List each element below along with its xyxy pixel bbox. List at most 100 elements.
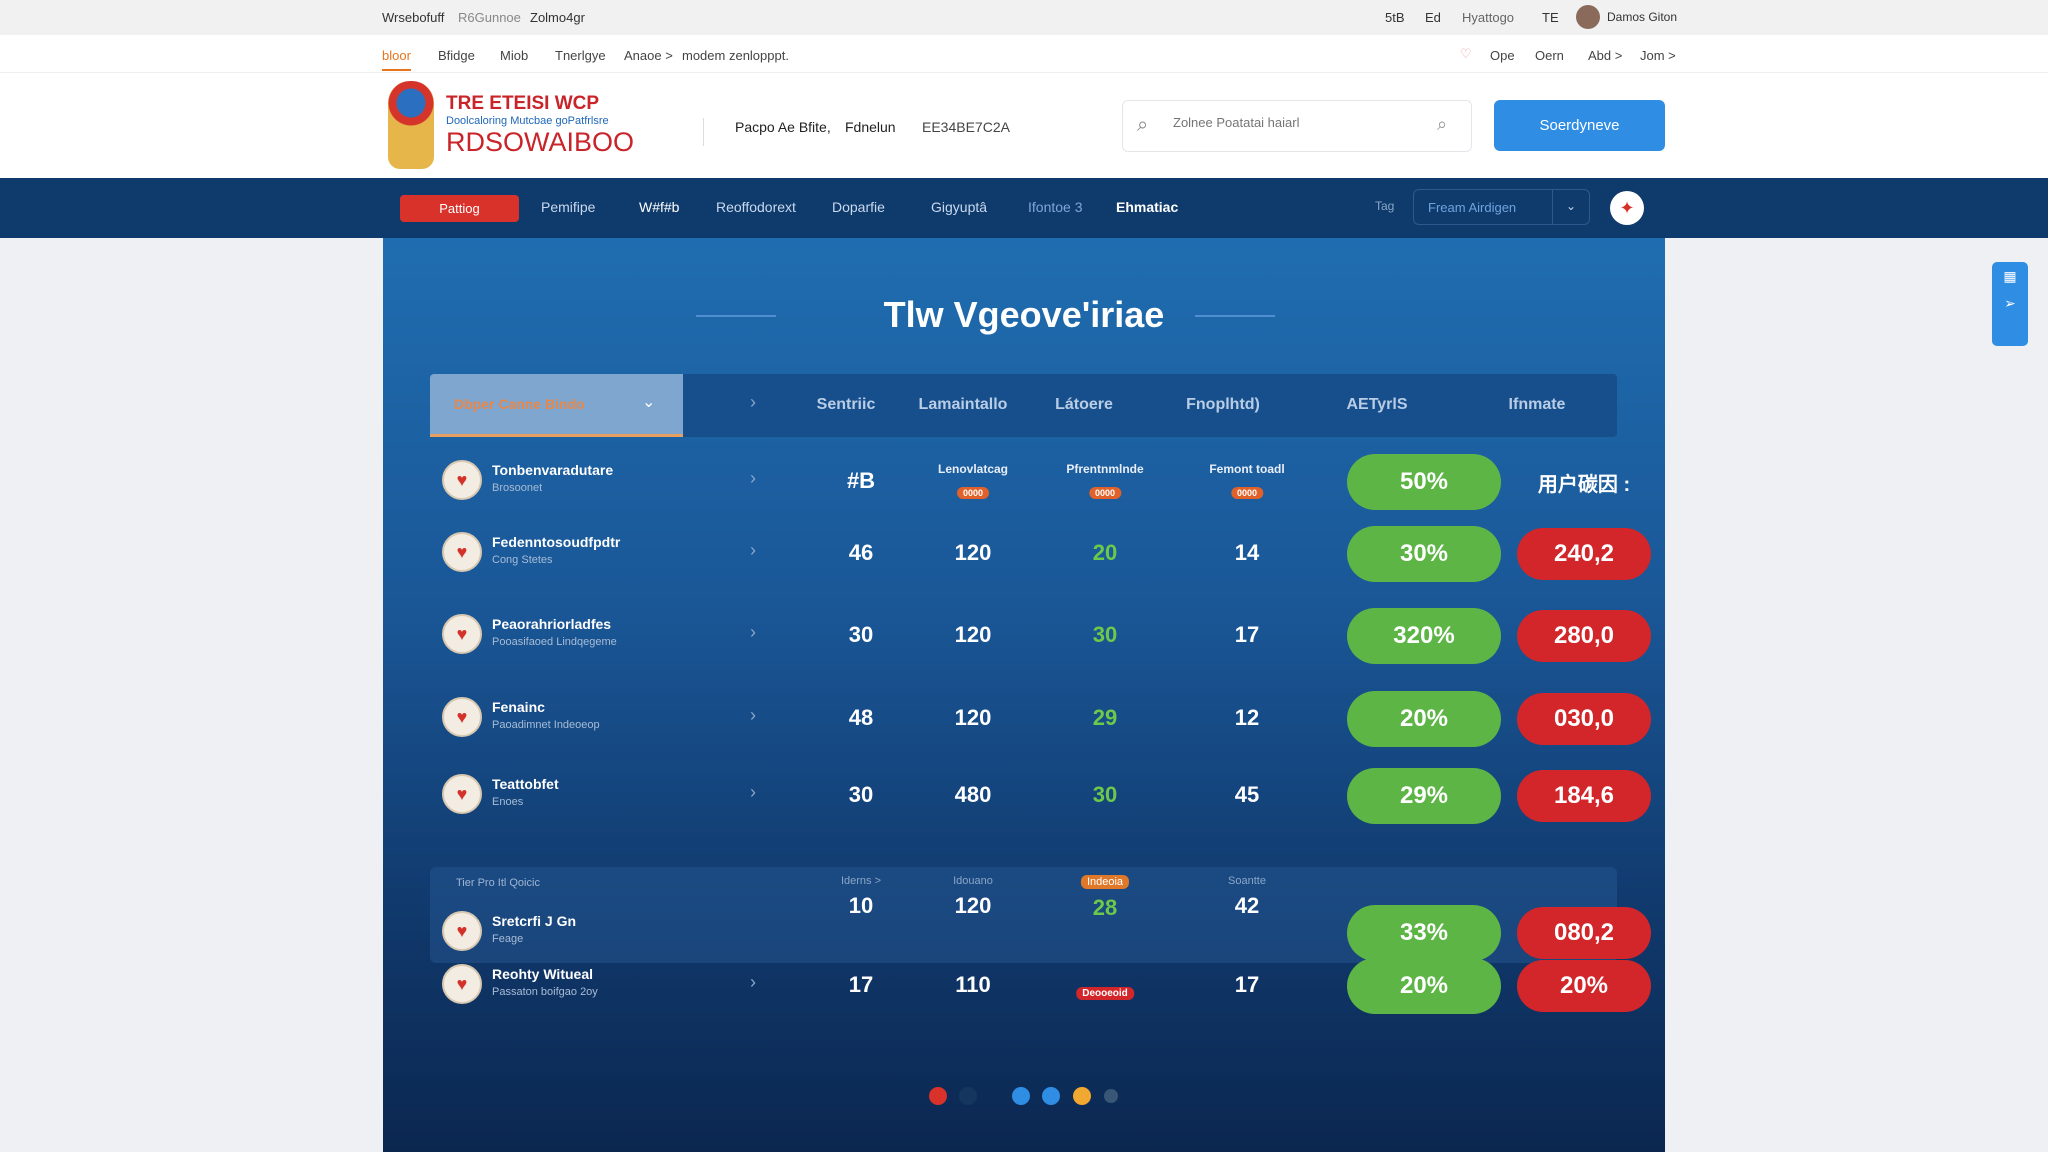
- column-header[interactable]: Ifnmate: [1508, 396, 1566, 413]
- table-row[interactable]: Tier Pro Itl Qoicic ♥ Sretcrfi J Gn Feage Id…: [430, 867, 1651, 963]
- cell-value: 28: [1092, 895, 1118, 920]
- subnav-right-item[interactable]: Jom >: [1640, 48, 1676, 63]
- column-header[interactable]: AETyrlS: [1346, 396, 1408, 413]
- subnav-item[interactable]: Anaoe >: [624, 48, 673, 63]
- team-crest-icon: ♥: [442, 614, 482, 654]
- column-header[interactable]: Lamaintallo: [918, 396, 1008, 413]
- nav-item-active[interactable]: Pattiog: [400, 195, 519, 222]
- nav-item[interactable]: Gigyuptâ: [931, 199, 988, 215]
- table-row[interactable]: ♥ Tonbenvaradutare Brosoonet › #B Lenovlatcag…: [430, 446, 1630, 518]
- column-header[interactable]: Sentriic: [816, 396, 876, 413]
- top-right-link[interactable]: Ed: [1425, 10, 1441, 25]
- team-crest-icon: ♥: [442, 532, 482, 572]
- subnav-item[interactable]: Tnerlgye: [555, 48, 606, 63]
- chevron-right-icon[interactable]: ›: [750, 468, 756, 488]
- subnav-item-active[interactable]: bloor: [382, 48, 411, 71]
- subnav-right-item[interactable]: Ope: [1490, 48, 1515, 63]
- cell-value: Lenovlatcag: [937, 462, 1009, 476]
- percentage-pill[interactable]: 20%: [1347, 691, 1501, 747]
- emblem-icon[interactable]: ✦: [1610, 191, 1644, 225]
- value-pill[interactable]: 080,2: [1517, 907, 1651, 959]
- heart-icon[interactable]: ♡: [1460, 46, 1472, 61]
- table-row[interactable]: ♥ Fedenntosoudfpdtr Cong Stetes › 46 120 20 14 3…: [430, 518, 1651, 590]
- team-name[interactable]: Reohty Witueal: [492, 966, 593, 982]
- top-link[interactable]: R6Gunnoe: [458, 10, 521, 25]
- send-icon[interactable]: ➢: [2004, 295, 2016, 311]
- nav-item[interactable]: Ifontoe 3: [1028, 199, 1083, 215]
- table-row[interactable]: ♥ Peaorahriorladfes Pooasifaoed Lindqegeme…: [430, 600, 1651, 672]
- top-right-link[interactable]: Hyattogo: [1462, 10, 1515, 25]
- subnav-right-item[interactable]: Oern: [1535, 48, 1564, 63]
- pagination-dot[interactable]: [1073, 1087, 1091, 1105]
- pagination-dot[interactable]: [959, 1087, 977, 1105]
- stat-cell: 45: [1235, 782, 1259, 808]
- stat-cell: 30: [1093, 622, 1117, 648]
- nav-item[interactable]: Ehmatiac: [1116, 199, 1179, 215]
- percentage-pill[interactable]: 30%: [1347, 526, 1501, 582]
- chevron-right-icon[interactable]: ›: [750, 540, 756, 560]
- subnav-item[interactable]: modem zenlopppt.: [682, 48, 789, 63]
- stat-cell: 29: [1093, 705, 1117, 731]
- nav-dropdown[interactable]: Fream Airdigen ⌄: [1413, 189, 1590, 225]
- share-icon[interactable]: ▦: [2003, 268, 2017, 284]
- search-box[interactable]: ⌕ ⌕: [1122, 100, 1472, 152]
- pagination-dot[interactable]: [1012, 1087, 1030, 1105]
- primary-button[interactable]: Soerdyneve: [1494, 100, 1665, 151]
- stat-cell: Soantte 42: [1228, 875, 1266, 919]
- team-crest-icon: ♥: [442, 774, 482, 814]
- value-pill[interactable]: 030,0: [1517, 693, 1651, 745]
- cell-value: 46: [848, 540, 874, 565]
- search-submit-icon[interactable]: ⌕: [1437, 114, 1448, 134]
- stat-cell: Femont toadl 0000: [1209, 462, 1285, 502]
- percentage-pill[interactable]: 29%: [1347, 768, 1501, 824]
- chevron-right-icon[interactable]: ›: [750, 705, 756, 725]
- chevron-down-icon: ⌄: [1566, 199, 1577, 213]
- nav-item[interactable]: W#f#b: [639, 199, 680, 215]
- value-pill[interactable]: 184,6: [1517, 770, 1651, 822]
- cell-value: 14: [1234, 540, 1260, 565]
- subnav-item[interactable]: Miob: [500, 48, 529, 63]
- top-link[interactable]: Zolmo4gr: [530, 10, 585, 25]
- top-right-link[interactable]: 5tB: [1385, 10, 1405, 25]
- percentage-pill[interactable]: 20%: [1347, 958, 1501, 1014]
- cell-label: Iderns >: [840, 875, 882, 887]
- table-row[interactable]: ♥ Teattobfet Enoes › 30 480 30 45 29% 184,6: [430, 760, 1651, 832]
- percentage-pill[interactable]: 33%: [1347, 905, 1501, 961]
- percentage-pill[interactable]: 320%: [1347, 608, 1501, 664]
- chevron-right-icon[interactable]: ›: [750, 622, 756, 642]
- user-name[interactable]: Damos Giton: [1607, 10, 1678, 24]
- table-row[interactable]: ♥ Reohty Witueal Passaton boifgao 2oy › 17 11…: [430, 950, 1651, 1022]
- nav-item[interactable]: Pemifipe: [541, 199, 596, 215]
- value-pill[interactable]: 280,0: [1517, 610, 1651, 662]
- team-name[interactable]: Peaorahriorladfes: [492, 616, 612, 632]
- top-link[interactable]: Wrsebofuff: [382, 10, 445, 25]
- percentage-pill[interactable]: 50%: [1347, 454, 1501, 510]
- subnav-right-item[interactable]: Abd >: [1588, 48, 1623, 63]
- search-input[interactable]: [1173, 115, 1413, 130]
- nav-item[interactable]: Doparfie: [832, 199, 885, 215]
- pagination-dot[interactable]: [929, 1087, 947, 1105]
- team-name[interactable]: Tonbenvaradutare: [492, 462, 614, 478]
- team-subtitle: Enoes: [492, 796, 524, 808]
- chevron-right-icon[interactable]: ›: [750, 972, 756, 992]
- value-pill[interactable]: 240,2: [1517, 528, 1651, 580]
- pagination-dot[interactable]: [1042, 1087, 1060, 1105]
- column-header[interactable]: Látoere: [1055, 396, 1113, 413]
- team-name[interactable]: Teattobfet: [492, 776, 559, 792]
- column-header[interactable]: Fnoplhtd): [1186, 396, 1260, 413]
- category-dropdown[interactable]: Dbper Canne Bindo ⌄: [430, 374, 683, 437]
- team-name[interactable]: Fedenntosoudfpdtr: [492, 534, 621, 550]
- avatar[interactable]: [1576, 5, 1600, 29]
- subnav-item[interactable]: Bfidge: [438, 48, 475, 63]
- cell-value: 12: [1234, 705, 1260, 730]
- logo-emblem[interactable]: [388, 81, 434, 169]
- value-pill[interactable]: 20%: [1517, 960, 1651, 1012]
- nav-item[interactable]: Reoffodorext: [716, 199, 796, 215]
- chevron-right-icon[interactable]: ›: [750, 392, 756, 412]
- team-name[interactable]: Sretcrfi J Gn: [492, 913, 577, 929]
- chevron-right-icon[interactable]: ›: [750, 782, 756, 802]
- team-name[interactable]: Fenainc: [492, 699, 545, 715]
- pagination-more[interactable]: [1104, 1089, 1118, 1103]
- table-row[interactable]: ♥ Fenainc Paoadimnet Indeoeop › 48 120 29 12 20%…: [430, 683, 1651, 755]
- top-right-link[interactable]: TE: [1542, 10, 1559, 25]
